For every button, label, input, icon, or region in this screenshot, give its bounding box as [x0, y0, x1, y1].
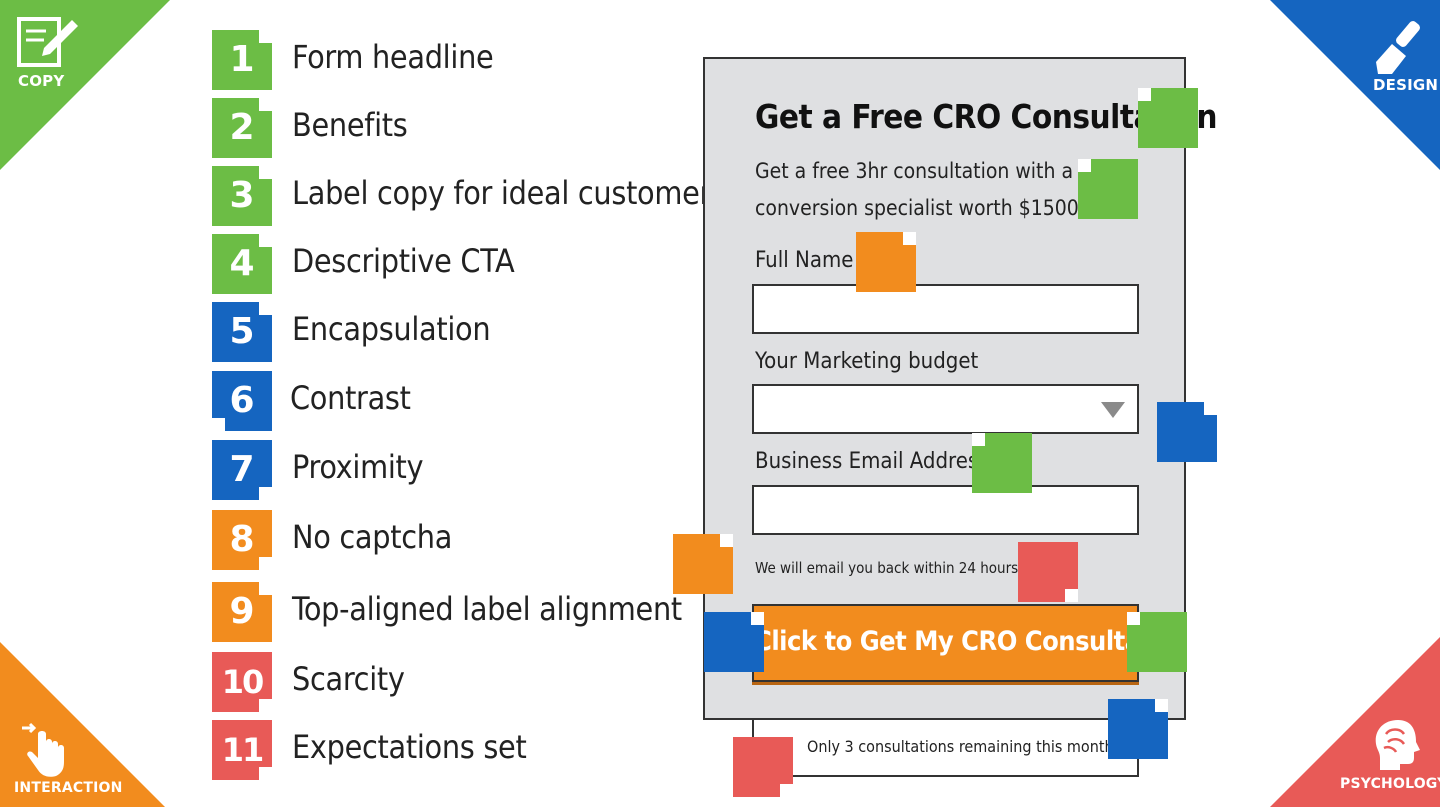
marker-label-copy — [972, 433, 1032, 493]
budget-label: Your Marketing budget — [755, 349, 979, 374]
full-name-input[interactable] — [752, 284, 1139, 334]
marker-headline — [1138, 88, 1198, 148]
marker-scarcity — [733, 737, 793, 797]
paintbrush-icon — [1376, 21, 1420, 74]
legend-label: Descriptive CTA — [292, 242, 515, 280]
design-label: DESIGN — [1373, 76, 1439, 94]
legend-item-form-headline: 1 Form headline — [212, 30, 682, 90]
pointing-hand-icon — [22, 722, 64, 777]
number-badge: 11 — [212, 720, 272, 780]
psychology-corner — [1270, 637, 1440, 807]
legend-item-expectations-set: 11 Expectations set — [212, 720, 682, 780]
number-badge: 5 — [212, 302, 272, 362]
legend-item-label-copy: 3 Label copy for ideal customer — [212, 166, 711, 226]
marker-expectations — [1018, 542, 1078, 602]
email-input[interactable] — [752, 485, 1139, 535]
legend-label: Proximity — [292, 448, 424, 486]
copy-label: COPY — [18, 72, 65, 90]
marker-proximity — [1157, 402, 1217, 462]
legend-label: Label copy for ideal customer — [292, 174, 712, 212]
interaction-corner — [0, 642, 165, 807]
legend-item-encapsulation: 5 Encapsulation — [212, 302, 682, 362]
budget-select[interactable] — [752, 384, 1139, 434]
scarcity-text: Only 3 consultations remaining this mont… — [807, 737, 1114, 756]
marker-contrast — [704, 612, 764, 672]
brain-head-icon — [1375, 720, 1420, 770]
legend-item-contrast: 6 Contrast — [212, 371, 682, 431]
legend-label: Scarcity — [292, 660, 405, 698]
number-badge: 6 — [212, 371, 272, 431]
legend-label: Expectations set — [292, 728, 527, 766]
number-badge: 3 — [212, 166, 272, 226]
legend-label: Encapsulation — [292, 310, 491, 348]
number-badge: 7 — [212, 440, 272, 500]
scarcity-box — [752, 720, 1139, 777]
legend-item-proximity: 7 Proximity — [212, 440, 682, 500]
legend-item-descriptive-cta: 4 Descriptive CTA — [212, 234, 682, 294]
number-badge: 2 — [212, 98, 272, 158]
legend-label: Benefits — [292, 106, 408, 144]
legend-label: Top-aligned label alignment — [292, 590, 682, 628]
legend-label: Form headline — [292, 38, 494, 76]
legend-label: No captcha — [292, 518, 453, 556]
legend-item-benefits: 2 Benefits — [212, 98, 682, 158]
number-badge: 10 — [212, 652, 272, 712]
marker-encapsulation — [1108, 699, 1168, 759]
number-badge: 4 — [212, 234, 272, 294]
marker-no-captcha — [673, 534, 733, 594]
marker-descriptive-cta — [1127, 612, 1187, 672]
copy-corner — [0, 0, 170, 170]
psychology-label: PSYCHOLOGY — [1340, 776, 1440, 792]
legend-item-no-captcha: 8 No captcha — [212, 510, 682, 570]
legend-item-top-aligned-labels: 9 Top-aligned label alignment — [212, 582, 682, 642]
legend-label: Contrast — [290, 379, 411, 417]
response-time-note: We will email you back within 24 hours — [755, 559, 1019, 577]
legend-item-scarcity: 10 Scarcity — [212, 652, 682, 712]
marker-benefits — [1078, 159, 1138, 219]
pencil-note-icon — [17, 17, 78, 67]
cta-button[interactable]: Click to Get My CRO Consultation — [752, 604, 1193, 682]
full-name-label: Full Name — [755, 248, 854, 273]
interaction-label: INTERACTION — [14, 780, 123, 796]
marker-top-aligned-label — [856, 232, 916, 292]
number-badge: 9 — [212, 582, 272, 642]
number-badge: 1 — [212, 30, 272, 90]
form-benefits: Get a free 3hr consultation with a conve… — [755, 159, 1085, 220]
email-label: Business Email Address — [755, 449, 989, 474]
number-badge: 8 — [212, 510, 272, 570]
dropdown-caret-icon — [1101, 402, 1125, 418]
